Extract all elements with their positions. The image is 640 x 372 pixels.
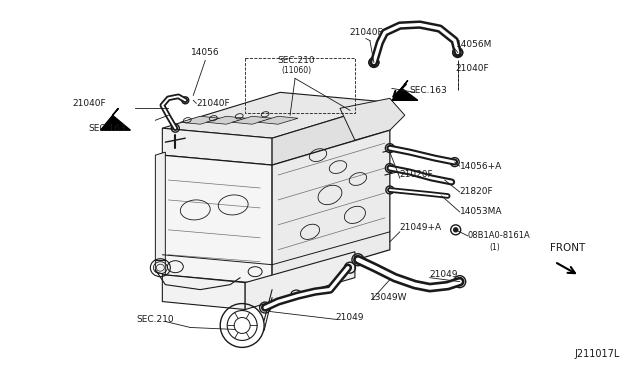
Text: SEC.163: SEC.163: [410, 86, 447, 95]
Polygon shape: [340, 98, 405, 140]
Text: 21040F: 21040F: [72, 99, 106, 108]
Text: 21820F: 21820F: [460, 187, 493, 196]
Polygon shape: [272, 130, 390, 285]
Polygon shape: [245, 252, 355, 310]
Polygon shape: [232, 116, 272, 124]
Text: J211017L: J211017L: [574, 349, 620, 359]
Text: 21040F: 21040F: [196, 99, 230, 108]
Polygon shape: [392, 80, 418, 100]
Polygon shape: [180, 116, 220, 124]
Text: FRONT: FRONT: [550, 243, 585, 253]
Polygon shape: [272, 102, 390, 165]
Text: 21049: 21049: [335, 313, 364, 322]
Text: SEC.210: SEC.210: [277, 56, 315, 65]
Text: 21049+A: 21049+A: [400, 223, 442, 232]
Text: SEC.163: SEC.163: [88, 124, 126, 133]
Text: 14056+A: 14056+A: [460, 161, 502, 171]
Text: 21020F: 21020F: [400, 170, 433, 179]
Text: 14056M: 14056M: [456, 40, 492, 49]
Polygon shape: [163, 92, 390, 138]
Text: (1): (1): [490, 243, 500, 252]
Text: 14053MA: 14053MA: [460, 208, 502, 217]
Text: (11060): (11060): [281, 66, 311, 75]
Text: SEC.210: SEC.210: [136, 315, 174, 324]
Text: 21040F: 21040F: [349, 28, 383, 37]
Text: 21049: 21049: [430, 270, 458, 279]
Polygon shape: [100, 108, 131, 130]
Polygon shape: [156, 152, 165, 275]
Text: 13049W: 13049W: [370, 293, 408, 302]
Polygon shape: [163, 128, 272, 165]
Text: 14056: 14056: [191, 48, 220, 57]
Polygon shape: [258, 116, 298, 124]
Text: 21040F: 21040F: [456, 64, 490, 73]
Circle shape: [454, 228, 458, 232]
Polygon shape: [206, 116, 246, 124]
Polygon shape: [163, 275, 245, 310]
Text: 08B1A0-8161A: 08B1A0-8161A: [468, 231, 531, 240]
Polygon shape: [163, 155, 272, 285]
